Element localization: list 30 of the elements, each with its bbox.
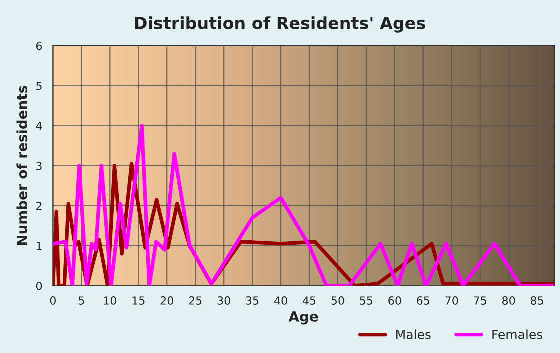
chart-title: Distribution of Residents' Ages bbox=[135, 16, 426, 33]
x-tick-label: 55 bbox=[360, 296, 373, 305]
x-tick-label: 0 bbox=[50, 296, 56, 305]
x-tick-label: 15 bbox=[132, 296, 145, 305]
y-tick-label: 4 bbox=[36, 122, 42, 130]
y-tick-label: 5 bbox=[36, 82, 42, 90]
x-tick-label: 65 bbox=[417, 296, 430, 305]
x-tick-label: 25 bbox=[189, 296, 202, 305]
x-tick-label: 40 bbox=[274, 296, 288, 305]
y-axis-title: Number of residents bbox=[16, 86, 28, 246]
x-tick-label: 70 bbox=[446, 296, 458, 305]
y-tick-label: 0 bbox=[36, 282, 42, 290]
x-axis-title: Age bbox=[288, 312, 318, 325]
legend-label: Males bbox=[396, 330, 431, 340]
x-tick-label: 50 bbox=[332, 296, 344, 305]
x-tick-label: 75 bbox=[474, 296, 486, 305]
legend-label: Females bbox=[492, 330, 543, 340]
x-tick-label: 35 bbox=[246, 296, 259, 305]
x-tick-label: 5 bbox=[79, 296, 84, 305]
y-tick-label: 2 bbox=[36, 202, 42, 210]
y-tick-label: 3 bbox=[36, 162, 42, 170]
x-tick-label: 10 bbox=[104, 296, 116, 305]
x-tick-label: 80 bbox=[502, 296, 516, 305]
x-tick-label: 45 bbox=[302, 296, 316, 305]
x-tick-label: 60 bbox=[388, 296, 402, 305]
x-tick-label: 30 bbox=[218, 296, 230, 305]
x-tick-label: 20 bbox=[160, 296, 174, 305]
y-tick-label: 1 bbox=[36, 242, 42, 250]
y-tick-label: 6 bbox=[36, 42, 42, 50]
x-tick-label: 85 bbox=[531, 296, 544, 305]
